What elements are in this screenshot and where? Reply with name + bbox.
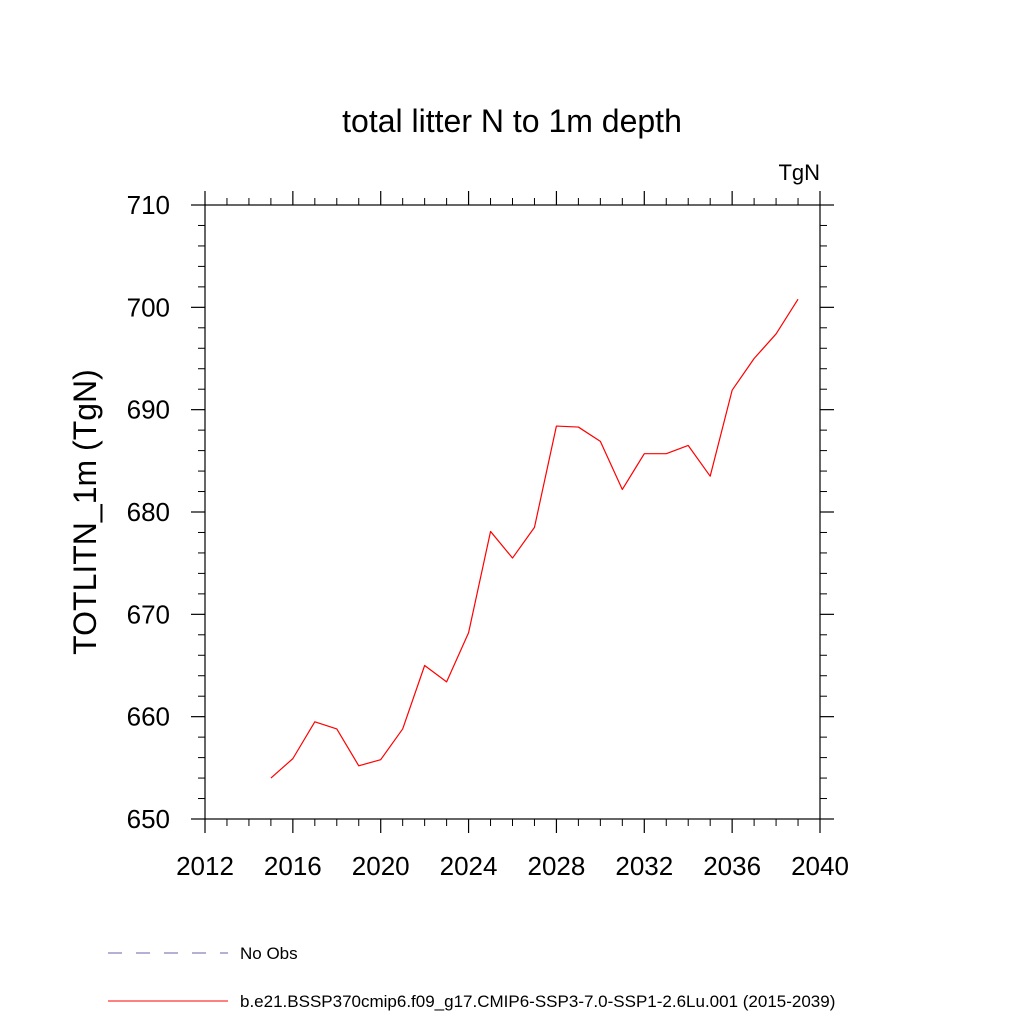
axis-ticks	[191, 191, 834, 833]
y-tick-label: 660	[127, 702, 170, 732]
y-tick-label: 680	[127, 497, 170, 527]
chart-title: total litter N to 1m depth	[342, 103, 682, 139]
plot-frame	[204, 204, 821, 820]
legend-label-model: b.e21.BSSP370cmip6.f09_g17.CMIP6-SSP3-7.…	[240, 992, 835, 1011]
legend: No Obs b.e21.BSSP370cmip6.f09_g17.CMIP6-…	[108, 944, 835, 1011]
y-tick-label: 710	[127, 190, 170, 220]
x-tick-label: 2032	[615, 851, 673, 881]
x-tick-label: 2012	[176, 851, 234, 881]
y-tick-label: 670	[127, 599, 170, 629]
y-tick-labels: 650 660 670 680 690 700 710	[127, 190, 170, 834]
y-axis-label: TOTLITN_1m (TgN)	[67, 369, 103, 655]
units-label: TgN	[778, 160, 820, 185]
series-group	[270, 298, 799, 779]
series-line-0	[270, 298, 799, 779]
x-tick-label: 2020	[352, 851, 410, 881]
x-tick-label: 2024	[440, 851, 498, 881]
x-tick-labels: 2012 2016 2020 2024 2028 2032 2036 2040	[176, 851, 849, 881]
x-tick-label: 2036	[703, 851, 761, 881]
x-tick-label: 2016	[264, 851, 322, 881]
y-tick-label: 700	[127, 292, 170, 322]
x-tick-label: 2028	[528, 851, 586, 881]
x-tick-label: 2040	[791, 851, 849, 881]
y-tick-label: 650	[127, 804, 170, 834]
legend-label-no-obs: No Obs	[240, 944, 298, 963]
y-tick-label: 690	[127, 395, 170, 425]
